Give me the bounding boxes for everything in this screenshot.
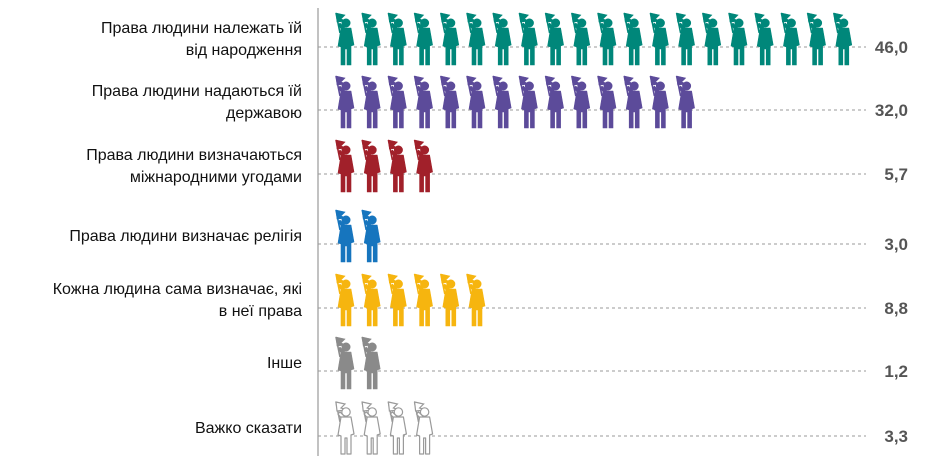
bar-mark [335,401,434,455]
person-icon [806,12,826,66]
category-label-line: Права людини визначає релігія [69,228,302,245]
person-icon [649,12,669,66]
category-label-line: державою [226,105,302,122]
category-label: Права людини належать їй від народження [101,20,302,59]
category-label-line: Важко сказати [195,420,302,437]
category-label: Важко сказати [195,420,302,437]
person-icon [597,75,617,129]
person-icon [387,401,407,455]
person-icon [571,75,591,129]
person-icon [387,139,407,193]
value-label: 1,2 [884,362,908,381]
person-icon [440,273,460,327]
person-icon [361,75,381,129]
person-icon [335,401,355,455]
category-label-line: міжнародними угодами [130,169,302,186]
person-icon [623,75,643,129]
person-icon [361,209,381,263]
category-label-line: Права людини належать їй [101,20,302,37]
person-icon [413,75,433,129]
person-icon [466,273,486,327]
category-label: Права людини визначає релігія [69,228,302,245]
person-icon [780,12,800,66]
person-icon [518,12,538,66]
bar-mark [335,336,381,390]
bar-mark [335,12,853,66]
person-icon [335,209,355,263]
person-icon [754,12,774,66]
person-icon [675,12,695,66]
person-icon [387,12,407,66]
person-icon [335,12,355,66]
category-label-line: Права людини надаються їй [92,83,302,100]
person-icon [492,75,512,129]
category-label-line: Права людини визначаються [86,147,302,164]
bar-mark [335,209,381,263]
person-icon [728,12,748,66]
person-icon [492,12,512,66]
person-icon [335,336,355,390]
person-icon [440,12,460,66]
person-icon [361,401,381,455]
value-label: 3,0 [884,235,908,254]
value-label: 3,3 [884,427,908,446]
person-icon [361,139,381,193]
person-icon [544,75,564,129]
person-icon [571,12,591,66]
chart-rows: Права людини належать їй від народження 46… [53,12,908,455]
person-icon [597,12,617,66]
category-label: Інше [267,355,302,372]
person-icon [675,75,695,129]
person-icon [466,12,486,66]
person-icon [413,139,433,193]
category-label-line: Кожна людина сама визначає, які [53,281,302,298]
person-icon [387,273,407,327]
person-icon [361,336,381,390]
person-icon [387,75,407,129]
category-label: Права людини надаються їй державою [92,83,302,122]
bar-mark [335,273,486,327]
person-icon [413,273,433,327]
person-icon [335,139,355,193]
person-icon [413,12,433,66]
category-label-line: в неї права [219,303,302,320]
category-label-line: від народження [186,42,302,59]
value-label: 46,0 [875,38,908,57]
person-icon [649,75,669,129]
category-label: Права людини визначаються міжнародними уг… [86,147,302,186]
person-icon [440,75,460,129]
bar-mark [335,75,695,129]
bar-mark [335,139,433,193]
person-icon [335,273,355,327]
person-icon [361,12,381,66]
value-label: 5,7 [884,165,908,184]
category-label-line: Інше [267,355,302,372]
person-icon [623,12,643,66]
value-label: 32,0 [875,101,908,120]
value-label: 8,8 [884,299,908,318]
person-icon [518,75,538,129]
person-icon [361,273,381,327]
person-icon [335,75,355,129]
person-icon [466,75,486,129]
person-icon [413,401,434,455]
person-icon [833,12,853,66]
person-icon [702,12,722,66]
category-label: Кожна людина сама визначає, які в неї пра… [53,281,302,320]
person-icon [544,12,564,66]
